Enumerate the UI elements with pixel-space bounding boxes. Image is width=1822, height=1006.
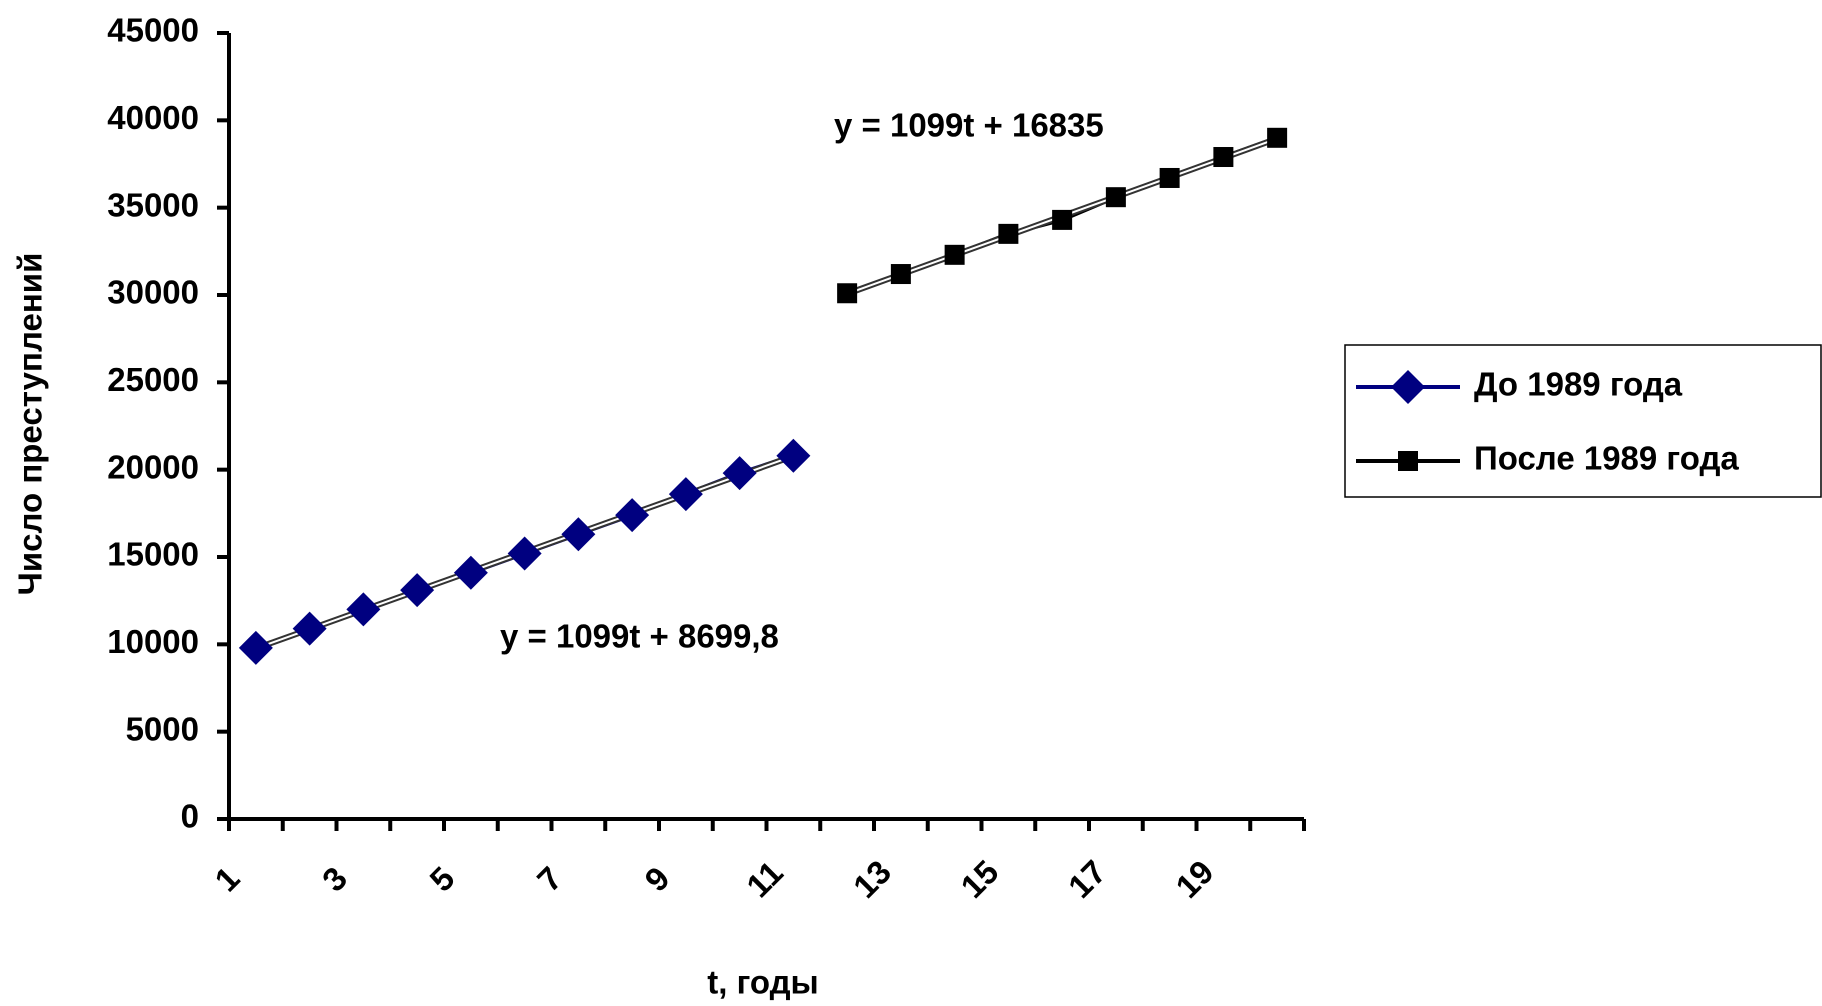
y-tick-label: 0 — [181, 798, 199, 835]
legend-marker — [1391, 370, 1425, 404]
data-point — [998, 223, 1019, 244]
data-point — [346, 592, 381, 627]
legend-marker — [1398, 451, 1418, 471]
x-tick-label: 15 — [953, 853, 1005, 905]
data-point — [561, 517, 596, 552]
x-tick-label: 1 — [207, 859, 246, 898]
y-tick-label: 40000 — [107, 99, 199, 136]
annotation: y = 1099t + 8699,8 — [500, 618, 779, 655]
data-point — [400, 573, 435, 608]
y-tick-label: 10000 — [107, 623, 199, 660]
y-tick-label: 45000 — [107, 12, 199, 49]
x-tick-label: 13 — [846, 853, 898, 905]
data-point — [1105, 187, 1126, 208]
y-tick-label: 30000 — [107, 274, 199, 311]
y-tick-label: 5000 — [126, 710, 199, 747]
x-tick-label: 19 — [1168, 853, 1220, 905]
x-tick-label: 3 — [315, 859, 354, 898]
data-point — [944, 244, 965, 265]
data-point — [292, 611, 327, 646]
x-axis-title: t, годы — [707, 964, 819, 1001]
y-tick-label: 25000 — [107, 361, 199, 398]
data-point — [1213, 147, 1234, 168]
data-point — [507, 536, 542, 571]
y-tick-label: 35000 — [107, 186, 199, 223]
x-tick-label: 5 — [422, 859, 461, 898]
data-point — [890, 264, 911, 285]
legend-label: После 1989 года — [1474, 440, 1739, 477]
legend-box — [1344, 344, 1822, 498]
x-tick-label: 9 — [637, 859, 676, 898]
data-point — [1159, 167, 1180, 188]
x-tick-label: 7 — [530, 859, 569, 898]
x-tick-label: 11 — [739, 854, 790, 905]
legend-label: До 1989 года — [1474, 366, 1683, 403]
y-tick-label: 15000 — [107, 536, 199, 573]
y-axis-title: Число преступлений — [12, 253, 49, 596]
data-point — [1052, 209, 1073, 230]
data-point — [453, 555, 488, 590]
x-tick-label: 17 — [1061, 853, 1113, 905]
data-point — [776, 438, 811, 473]
data-point — [837, 283, 858, 304]
data-point — [238, 630, 273, 665]
data-point — [1267, 127, 1288, 148]
data-point — [615, 498, 650, 533]
annotation: y = 1099t + 16835 — [834, 107, 1104, 144]
data-point — [722, 456, 757, 491]
data-point — [668, 477, 703, 512]
y-tick-label: 20000 — [107, 448, 199, 485]
